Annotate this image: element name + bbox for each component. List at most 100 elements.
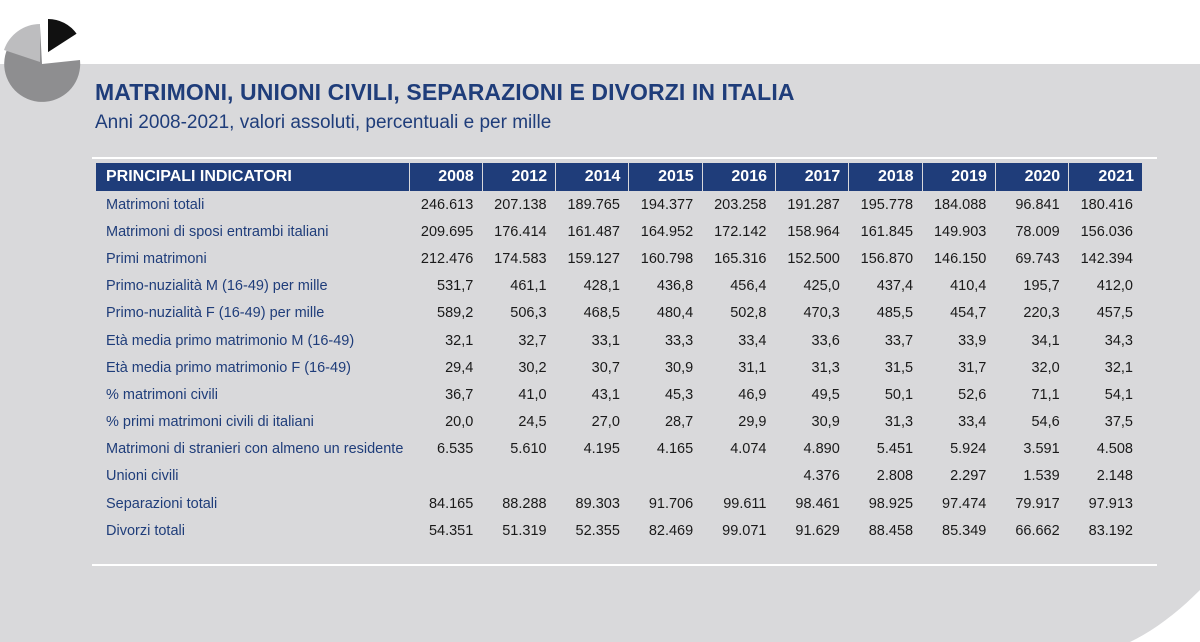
row-label: Età media primo matrimonio M (16-49) (106, 332, 355, 349)
table-cell: 172.142 (714, 223, 767, 240)
table-cell: 28,7 (664, 414, 694, 431)
table-cell: 485,5 (876, 305, 914, 322)
table-cell: 96.841 (1015, 196, 1060, 213)
table-cell: 54,1 (1104, 386, 1133, 403)
table-cell: 33,7 (884, 332, 914, 349)
row-label: % primi matrimoni civili di italiani (106, 414, 314, 431)
table-cell: 52,6 (958, 386, 987, 403)
row-label: Matrimoni totali (106, 196, 205, 213)
table-cell: 4.165 (656, 441, 694, 458)
table-cell: 2.297 (950, 468, 987, 485)
table-row: Separazioni totali 84.165 88.288 89.303 91.7… (96, 490, 1142, 517)
table-cell: 91.629 (795, 522, 840, 539)
table-cell: 31,3 (811, 359, 840, 376)
table-cell: 20,0 (445, 414, 474, 431)
column-header-year: 2014 (555, 163, 630, 191)
page-subtitle: Anni 2008-2021, valori assoluti, percent… (95, 112, 552, 133)
table-cell: 30,9 (811, 414, 840, 431)
table-cell: 3.591 (1023, 441, 1060, 458)
table-cell: 24,5 (518, 414, 547, 431)
table-cell: 4.890 (803, 441, 840, 458)
table-cell: 5.924 (950, 441, 987, 458)
table-cell: 207.138 (494, 196, 547, 213)
table-cell: 32,0 (1031, 359, 1060, 376)
table-row: Primo-nuzialità F (16-49) per mille 589,2… (96, 300, 1142, 327)
table-cell: 164.952 (640, 223, 694, 240)
table-cell: 71,1 (1031, 386, 1060, 403)
top-rule (92, 157, 1157, 159)
table-cell: 425,0 (803, 278, 840, 295)
table-cell: 470,3 (803, 305, 840, 322)
column-header-year: 2019 (922, 163, 996, 191)
table-cell: 410,4 (950, 278, 987, 295)
table-cell: 34,3 (1104, 332, 1133, 349)
table-cell: 34,1 (1031, 332, 1060, 349)
table-cell: 82.469 (648, 522, 694, 539)
table-cell: 146.150 (933, 250, 987, 267)
table-cell: 174.583 (494, 250, 547, 267)
table-cell: 54,6 (1031, 414, 1060, 431)
row-label: Matrimoni di stranieri con almeno un res… (106, 441, 404, 458)
table-cell: 4.376 (803, 468, 840, 485)
table-cell: 152.500 (787, 250, 840, 267)
table-cell: 46,9 (738, 386, 767, 403)
table-cell: 246.613 (420, 196, 474, 213)
table-cell: 32,1 (445, 332, 474, 349)
column-header-year: 2015 (628, 163, 703, 191)
table-cell: 30,7 (591, 359, 620, 376)
table-cell: 49,5 (811, 386, 840, 403)
table-cell: 83.192 (1088, 522, 1133, 539)
table-cell: 589,2 (437, 305, 474, 322)
column-header-year: 2008 (409, 163, 483, 191)
table-cell: 51.319 (502, 522, 547, 539)
table-row: % matrimoni civili 36,7 41,0 43,1 45,3 46,9 49… (96, 381, 1142, 408)
table-cell: 454,7 (950, 305, 987, 322)
table-cell (629, 463, 702, 490)
table-cell: 436,8 (656, 278, 694, 295)
column-header-year: 2020 (995, 163, 1070, 191)
table-row: Primo-nuzialità M (16-49) per mille 531,7… (96, 273, 1142, 300)
table-cell: 156.870 (860, 250, 914, 267)
table-cell: 506,3 (510, 305, 547, 322)
table-cell: 85.349 (942, 522, 987, 539)
row-label: Divorzi totali (106, 522, 185, 539)
table-cell: 176.414 (494, 223, 547, 240)
table-cell: 43,1 (591, 386, 620, 403)
column-header-year: 2021 (1068, 163, 1142, 191)
table-cell: 156.036 (1080, 223, 1133, 240)
table-cell: 6.535 (437, 441, 474, 458)
background-band (0, 64, 1200, 642)
table-cell: 161.487 (567, 223, 620, 240)
table-cell (409, 463, 482, 490)
table-row: Matrimoni totali 246.613 207.138 189.765 194… (96, 191, 1142, 218)
table-cell: 69.743 (1015, 250, 1060, 267)
table-cell: 33,1 (591, 332, 620, 349)
table-cell: 31,5 (884, 359, 914, 376)
table-cell: 30,2 (518, 359, 547, 376)
table-cell: 54.351 (428, 522, 474, 539)
row-label: Matrimoni di sposi entrambi italiani (106, 223, 329, 240)
pie-chart-icon (4, 16, 81, 102)
table-cell: 98.461 (795, 495, 840, 512)
table-cell: 29,9 (738, 414, 767, 431)
table-cell: 531,7 (437, 278, 474, 295)
table-cell: 212.476 (420, 250, 474, 267)
table-cell: 32,7 (518, 332, 547, 349)
table-cell: 37,5 (1104, 414, 1133, 431)
table-row: Matrimoni di sposi entrambi italiani 209.… (96, 218, 1142, 245)
table-cell: 33,3 (664, 332, 694, 349)
table-cell: 4.508 (1096, 441, 1133, 458)
table-cell: 412,0 (1096, 278, 1133, 295)
indicators-table: PRINCIPALI INDICATORI 2008 2012 2014 201… (96, 163, 1142, 544)
table-row: Matrimoni di stranieri con almeno un res… (96, 436, 1142, 463)
table-cell: 194.377 (640, 196, 694, 213)
table-cell: 78.009 (1015, 223, 1060, 240)
table-cell: 98.925 (868, 495, 914, 512)
table-cell: 220,3 (1023, 305, 1060, 322)
table-cell: 33,4 (738, 332, 767, 349)
table-cell: 91.706 (648, 495, 694, 512)
row-label: Primi matrimoni (106, 250, 207, 267)
table-cell (556, 463, 629, 490)
row-label: Età media primo matrimonio F (16-49) (106, 359, 351, 376)
table-cell: 31,3 (884, 414, 914, 431)
